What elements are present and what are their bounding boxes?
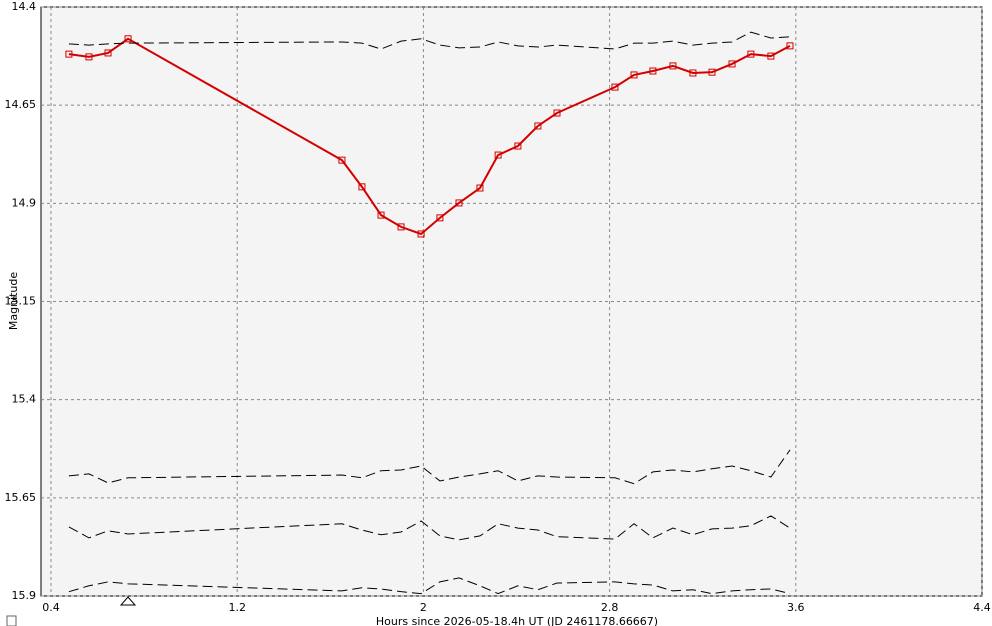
series-line [68,577,791,595]
x-tick-label: 1.2 [228,601,246,614]
y-tick-label: 15.65 [5,491,37,504]
data-point [708,68,716,76]
data-point [358,183,366,191]
y-tick-label: 14.4 [12,0,37,13]
time-marker [119,596,137,606]
data-point [436,214,444,222]
data-point [476,184,484,192]
data-point [494,151,502,159]
x-axis-label: Hours since 2026-05-18.4h UT (JD 2461178… [376,615,658,626]
data-point [417,230,425,238]
data-point [124,35,132,43]
data-point [104,49,112,57]
series-line [68,449,791,485]
data-point [455,199,463,207]
x-tick-label: 2 [420,601,427,614]
data-point [669,62,677,70]
data-point [338,156,346,164]
corner-button[interactable] [6,615,17,626]
series-line [68,515,791,541]
data-point [747,50,755,58]
data-point [397,223,405,231]
data-point [649,67,657,75]
x-tick-label: 4.4 [973,601,991,614]
x-tick-label: 3.6 [787,601,805,614]
data-point [728,60,736,68]
data-point [767,52,775,60]
y-tick-label: 15.9 [12,589,37,602]
data-point [85,53,93,61]
data-point [630,71,638,79]
data-point [611,83,619,91]
y-tick-label: 15.15 [5,295,37,308]
data-point [65,50,73,58]
data-point [689,69,697,77]
data-point [553,109,561,117]
y-tick-label: 15.4 [12,393,37,406]
data-point [534,122,542,130]
y-tick-label: 14.9 [12,196,37,209]
y-tick-label: 14.65 [5,98,37,111]
data-point [786,42,794,50]
series-line [68,31,791,50]
y-axis-label: Magnitude [7,272,20,331]
x-tick-label: 2.8 [601,601,619,614]
data-point [377,211,385,219]
x-tick-label: 0.4 [42,601,60,614]
data-point [514,142,522,150]
